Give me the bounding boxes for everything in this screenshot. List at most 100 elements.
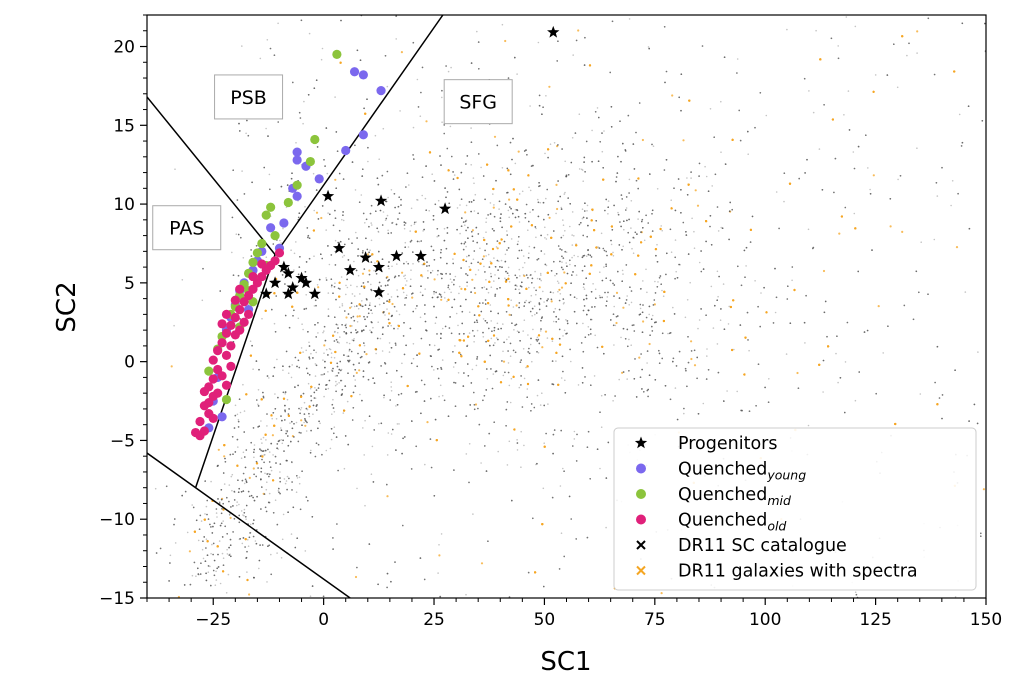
region-label-text: PSB bbox=[230, 87, 267, 109]
legend-item-spectra: DR11 galaxies with spectra bbox=[636, 562, 918, 582]
progenitor-point-13 bbox=[299, 276, 313, 289]
quenched-point-40 bbox=[257, 259, 267, 269]
quenched-point-1 bbox=[310, 134, 320, 145]
quenched-point-36 bbox=[190, 427, 201, 438]
quenched-point-1 bbox=[358, 70, 368, 80]
quenched-point-12 bbox=[221, 328, 232, 338]
y-tick-label: −10 bbox=[99, 510, 135, 530]
quenched-point-24 bbox=[221, 394, 232, 405]
legend-marker-circle bbox=[636, 489, 646, 499]
progenitor-point-0 bbox=[547, 25, 560, 38]
region-label-text: PAS bbox=[169, 218, 204, 240]
quenched-point-39 bbox=[248, 271, 258, 282]
progenitor-point-18 bbox=[372, 285, 386, 298]
quenched-point-4 bbox=[283, 197, 293, 208]
y-axis-ticks: −15 −10 −5 0 5 10 15 20 bbox=[99, 14, 147, 609]
quenched-point-30 bbox=[221, 380, 232, 390]
y-tick-label: 20 bbox=[113, 38, 135, 58]
quenched-point-9 bbox=[252, 248, 262, 258]
x-tick-label: 100 bbox=[749, 610, 781, 630]
legend-item-mid: Quenchedmid bbox=[636, 485, 791, 508]
boundary-line-0 bbox=[147, 96, 276, 255]
quenched-point-10 bbox=[279, 218, 289, 228]
boundary-line-2 bbox=[194, 254, 276, 488]
quenched-point-43 bbox=[221, 309, 232, 319]
region-labels: PSB SFG PAS bbox=[152, 74, 513, 251]
quenched-point-21 bbox=[204, 366, 214, 376]
quenched-point-6 bbox=[261, 210, 271, 220]
quenched-point-41 bbox=[208, 413, 218, 423]
y-tick-label: 15 bbox=[113, 116, 135, 136]
quenched-point-10 bbox=[248, 257, 258, 267]
progenitor-point-6 bbox=[372, 260, 386, 273]
progenitor-point-8 bbox=[414, 249, 427, 262]
legend-label: Progenitors bbox=[678, 434, 777, 454]
progenitor-point-10 bbox=[277, 260, 291, 273]
quenched-point-11 bbox=[266, 223, 276, 233]
region-label-pas: PAS bbox=[152, 205, 222, 251]
progenitor-point-11 bbox=[282, 266, 295, 279]
quenched-point-25 bbox=[221, 350, 232, 360]
region-label-psb: PSB bbox=[214, 74, 284, 120]
quenched-point-13 bbox=[217, 338, 227, 348]
x-tick-label: 75 bbox=[644, 610, 666, 630]
legend-marker-x bbox=[636, 565, 646, 576]
progenitor-point-17 bbox=[308, 287, 321, 300]
y-tick-label: 10 bbox=[113, 195, 135, 215]
progenitor-point-12 bbox=[295, 271, 308, 284]
quenched-point-27 bbox=[358, 130, 368, 140]
y-tick-label: −15 bbox=[99, 589, 135, 609]
x-tick-label: 50 bbox=[534, 610, 556, 630]
quenched-point-14 bbox=[213, 346, 223, 356]
x-tick-label: 0 bbox=[318, 610, 329, 630]
data-series bbox=[190, 25, 560, 441]
legend-label: Quenchedmid bbox=[678, 485, 791, 508]
quenched-point-7 bbox=[270, 230, 280, 241]
progenitor-point-19 bbox=[268, 276, 282, 289]
progenitor-point-7 bbox=[390, 249, 403, 262]
quenched-point-32 bbox=[239, 317, 249, 327]
legend-item-progenitors: Progenitors bbox=[634, 434, 777, 454]
series-3 bbox=[190, 248, 285, 441]
quenched-point-37 bbox=[217, 319, 227, 329]
quenched-point-4 bbox=[292, 155, 302, 165]
legend-label: DR11 galaxies with spectra bbox=[678, 562, 918, 582]
quenched-point-35 bbox=[204, 398, 214, 408]
progenitor-point-2 bbox=[374, 194, 388, 207]
x-tick-label: 150 bbox=[970, 610, 1002, 630]
quenched-point-34 bbox=[226, 361, 236, 371]
legend-marker-star bbox=[634, 436, 648, 449]
progenitor-point-1 bbox=[321, 189, 335, 202]
quenched-point-38 bbox=[230, 295, 240, 305]
x-tick-label: −25 bbox=[195, 610, 231, 630]
quenched-point-8 bbox=[239, 297, 249, 307]
progenitor-point-16 bbox=[260, 287, 273, 300]
legend-marker-circle bbox=[636, 463, 646, 474]
quenched-point-8 bbox=[257, 238, 267, 249]
quenched-point-6 bbox=[314, 174, 324, 184]
x-axis-ticks: −25 0 25 50 75 100 125 150 bbox=[146, 598, 1002, 630]
x-tick-label: 125 bbox=[859, 610, 891, 630]
quenched-point-9 bbox=[292, 191, 302, 201]
legend-item-old: Quenchedold bbox=[636, 511, 786, 534]
region-label-text: SFG bbox=[459, 92, 497, 114]
quenched-point-5 bbox=[266, 202, 276, 212]
y-tick-label: 5 bbox=[124, 274, 135, 294]
progenitor-point-9 bbox=[343, 263, 357, 276]
quenched-point-0 bbox=[349, 67, 360, 77]
quenched-point-15 bbox=[208, 355, 218, 365]
quenched-point-29 bbox=[217, 371, 227, 381]
x-tick-label: 25 bbox=[423, 610, 445, 630]
legend-label: DR11 SC catalogue bbox=[678, 536, 847, 556]
quenched-point-44 bbox=[235, 284, 245, 294]
legend-label: Quenchedold bbox=[678, 511, 786, 534]
background-galaxies bbox=[154, 15, 986, 598]
quenched-point-33 bbox=[243, 309, 254, 319]
quenched-point-0 bbox=[274, 248, 285, 258]
quenched-point-3 bbox=[292, 147, 302, 157]
quenched-point-26 bbox=[226, 341, 236, 351]
region-label-sfg: SFG bbox=[443, 79, 513, 125]
quenched-point-28 bbox=[235, 325, 245, 335]
quenched-point-22 bbox=[217, 412, 227, 422]
